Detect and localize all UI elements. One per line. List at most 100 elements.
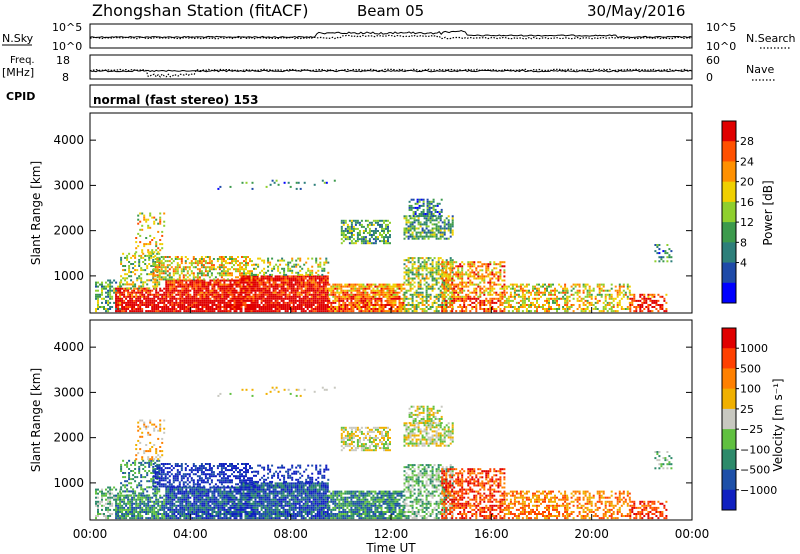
range-gate-cell <box>178 278 181 281</box>
range-gate-cell <box>139 297 142 300</box>
range-gate-cell <box>658 248 661 251</box>
range-gate-cell <box>525 285 528 288</box>
range-gate-cell <box>435 265 438 268</box>
range-gate-cell <box>366 232 369 234</box>
range-gate-cell <box>310 285 313 288</box>
range-gate-cell <box>192 256 195 258</box>
range-gate-cell <box>491 273 494 276</box>
range-gate-cell <box>264 301 267 304</box>
range-gate-cell <box>608 304 611 306</box>
range-gate-cell <box>131 304 134 306</box>
range-gate-cell <box>550 283 552 286</box>
range-gate-cell <box>200 270 203 273</box>
range-gate-cell <box>647 308 650 310</box>
range-gate-cell <box>521 283 524 286</box>
range-gate-cell <box>124 283 127 286</box>
range-gate-cell <box>302 289 305 292</box>
range-gate-cell <box>493 273 496 276</box>
range-gate-cell <box>115 304 118 306</box>
range-gate-cell <box>447 301 450 304</box>
range-gate-cell <box>290 281 293 284</box>
range-gate-cell <box>250 299 253 302</box>
range-gate-cell <box>366 308 369 310</box>
range-gate-cell <box>626 297 629 300</box>
range-gate-cell <box>320 285 323 288</box>
range-gate-cell <box>386 289 389 292</box>
range-gate-cell <box>465 295 468 298</box>
range-gate-cell <box>211 285 214 288</box>
range-gate-cell <box>509 299 512 302</box>
range-gate-cell <box>242 279 245 282</box>
range-gate-cell <box>366 306 369 308</box>
range-gate-cell <box>392 310 395 313</box>
range-gate-cell <box>425 273 428 276</box>
range-gate-cell <box>360 285 363 288</box>
range-gate-cell <box>417 287 420 290</box>
range-gate-cell <box>165 289 168 292</box>
range-gate-cell <box>370 283 373 286</box>
range-gate-cell <box>457 283 460 286</box>
range-gate-cell <box>229 185 232 188</box>
range-gate-cell <box>392 293 395 296</box>
range-gate-cell <box>101 513 103 515</box>
range-gate-cell <box>586 301 589 304</box>
range-gate-cell <box>631 301 634 304</box>
range-gate-cell <box>513 295 516 298</box>
range-gate-cell <box>415 235 418 238</box>
range-gate-cell <box>177 285 180 288</box>
range-gate-cell <box>417 259 420 262</box>
range-gate-cell <box>457 275 460 278</box>
range-gate-cell <box>445 304 448 306</box>
range-gate-cell <box>550 293 552 296</box>
range-gate-cell <box>321 273 324 276</box>
range-gate-cell <box>396 293 399 296</box>
range-gate-cell <box>660 258 663 261</box>
range-gate-cell <box>215 299 218 302</box>
range-gate-cell <box>322 291 325 294</box>
range-gate-cell <box>293 263 296 266</box>
range-gate-cell <box>419 273 422 276</box>
range-gate-cell <box>423 265 426 268</box>
range-gate-cell <box>330 304 333 306</box>
range-gate-cell <box>256 275 259 278</box>
range-gate-cell <box>221 293 224 296</box>
range-gate-cell <box>570 289 573 292</box>
range-gate-cell <box>469 271 472 274</box>
range-gate-cell <box>407 225 410 228</box>
range-gate-cell <box>358 293 361 296</box>
range-gate-cell <box>412 213 415 215</box>
range-gate-cell <box>227 293 230 296</box>
range-gate-cell <box>225 287 228 290</box>
range-gate-cell <box>308 281 311 284</box>
range-gate-cell <box>229 299 232 302</box>
range-gate-cell <box>158 276 161 279</box>
range-gate-cell <box>475 273 478 276</box>
range-gate-cell <box>250 306 253 308</box>
range-gate-cell <box>538 283 540 286</box>
range-gate-cell <box>147 289 150 292</box>
range-gate-cell <box>135 310 138 313</box>
range-gate-cell <box>430 202 433 205</box>
range-gate-cell <box>302 285 305 288</box>
range-gate-cell <box>338 299 341 302</box>
range-gate-cell <box>298 293 301 296</box>
range-gate-cell <box>198 260 201 263</box>
range-gate-cell <box>227 283 230 286</box>
range-gate-cell <box>408 200 411 203</box>
range-gate-cell <box>192 272 195 275</box>
range-gate-cell <box>505 285 508 288</box>
range-gate-cell <box>614 289 617 292</box>
range-gate-cell <box>421 231 424 234</box>
range-gate-cell <box>429 217 432 220</box>
range-gate-cell <box>310 297 313 300</box>
range-gate-cell <box>320 289 323 292</box>
range-gate-cell <box>465 306 468 308</box>
range-gate-cell <box>443 289 446 292</box>
range-gate-cell <box>380 289 383 292</box>
range-gate-cell <box>321 179 324 182</box>
range-gate-cell <box>129 304 132 306</box>
range-gate-cell <box>250 287 253 290</box>
range-gate-cell <box>299 265 302 268</box>
range-gate-cell <box>511 306 514 308</box>
range-gate-cell <box>437 287 440 290</box>
